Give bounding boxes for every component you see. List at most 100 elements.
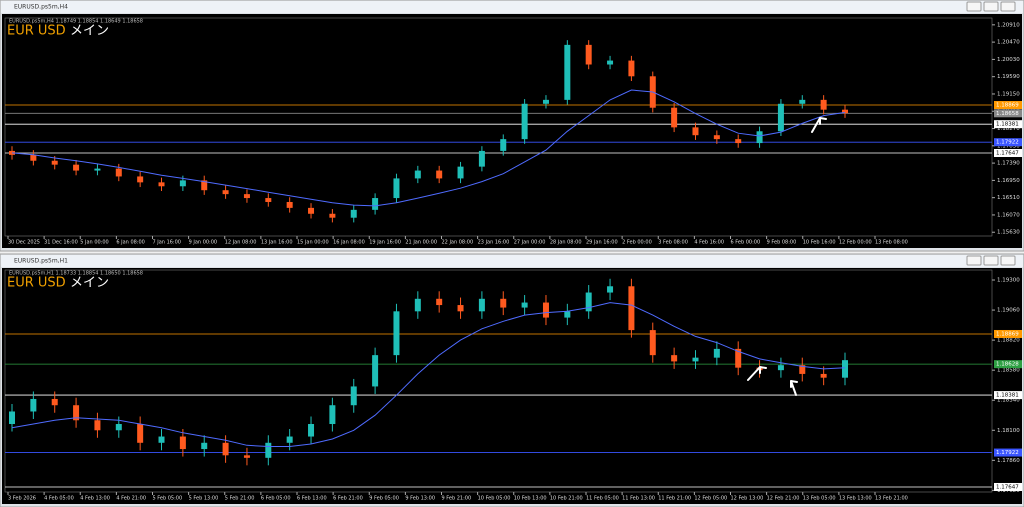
x-tick-label: 13 Feb 13:00	[839, 496, 872, 502]
title-bar	[1, 1, 1023, 13]
restore-button[interactable]	[983, 1, 999, 12]
x-tick-label: 2 Feb 00:00	[622, 240, 652, 246]
candle-body	[607, 60, 614, 65]
candle-body	[243, 455, 250, 458]
title-bar	[1, 255, 1023, 267]
candle-body	[286, 436, 293, 443]
candle-body	[671, 107, 678, 128]
x-tick-label: 10 Feb 21:00	[550, 496, 583, 502]
price-label: 1.18869	[996, 331, 1019, 337]
price-label-box	[994, 329, 1022, 338]
x-tick-label: 4 Feb 16:00	[694, 240, 724, 246]
x-tick-label: 31 Dec 16:00	[44, 240, 78, 246]
y-tick-label: 1.19150	[997, 91, 1020, 97]
candle-body	[94, 168, 101, 171]
x-tick-label: 11 Feb 13:00	[622, 496, 655, 502]
x-tick-label: 12 Feb 05:00	[694, 496, 727, 502]
annotation-arrow	[747, 366, 767, 381]
candle-body	[735, 139, 742, 144]
candle-body	[393, 311, 400, 356]
x-tick-label: 4 Feb 21:00	[116, 496, 146, 502]
x-tick-label: 6 Feb 00:00	[731, 240, 761, 246]
candle-body	[521, 302, 528, 308]
chart-label: メイン	[70, 24, 109, 39]
price-label-box	[994, 448, 1022, 457]
x-tick-label: 27 Jan 00:00	[514, 240, 546, 246]
candle-body	[265, 442, 272, 458]
y-tick-label: 1.18820	[997, 338, 1020, 344]
minimize-button[interactable]	[966, 1, 982, 12]
moving-average	[11, 89, 846, 207]
close-button[interactable]	[1000, 255, 1016, 266]
y-tick-label: 1.20910	[997, 22, 1020, 28]
candle-body	[692, 127, 699, 136]
candle-body	[243, 194, 250, 199]
candle-body	[393, 178, 400, 199]
x-tick-label: 9 Feb 13:00	[405, 496, 435, 502]
candle-body	[222, 442, 229, 456]
timeframe-label: H4	[966, 20, 988, 39]
candle-body	[350, 386, 357, 406]
price-label: 1.17922	[996, 450, 1019, 456]
y-tick-label: 1.20470	[997, 40, 1020, 46]
candle-body	[777, 103, 784, 132]
minimize-button[interactable]	[966, 255, 982, 266]
y-tick-label: 1.20030	[997, 57, 1020, 63]
candle-body	[158, 182, 165, 187]
candle-body	[414, 298, 421, 312]
candle-body	[478, 150, 485, 167]
candle-body	[350, 209, 357, 218]
y-tick-label: 1.15630	[997, 230, 1020, 236]
chart-label: メイン	[70, 276, 109, 291]
candle-body	[372, 355, 379, 387]
candle-body	[713, 348, 720, 358]
y-tick-label: 1.17830	[997, 143, 1020, 149]
x-tick-label: 22 Jan 08:00	[442, 240, 474, 246]
candle-body	[799, 365, 806, 374]
candle-body	[607, 286, 614, 293]
price-label-box	[994, 149, 1022, 158]
x-tick-label: 29 Jan 16:00	[586, 240, 618, 246]
candle-body	[478, 298, 485, 312]
candle-body	[73, 405, 80, 421]
price-label: 1.17647	[996, 484, 1019, 490]
x-tick-label: 9 Jan 00:00	[189, 240, 217, 246]
y-tick-label: 1.19300	[997, 278, 1020, 284]
candle-body	[585, 292, 592, 312]
restore-button[interactable]	[983, 255, 999, 266]
plot-border	[4, 17, 993, 237]
candle-body	[137, 424, 144, 443]
x-tick-label: 9 Feb 08:00	[767, 240, 797, 246]
x-tick-label: 9 Feb 21:00	[442, 496, 472, 502]
y-tick-label: 1.18580	[997, 368, 1020, 374]
candle-body	[308, 424, 315, 437]
price-label: 1.18869	[996, 103, 1019, 109]
annotation-arrow	[811, 117, 827, 133]
chart-area	[2, 14, 1022, 248]
price-label-box	[994, 138, 1022, 147]
candle-body	[457, 305, 464, 312]
candle-body	[542, 99, 549, 104]
candle-body	[799, 99, 806, 104]
price-label: 1.17647	[996, 151, 1019, 157]
candle-body	[692, 357, 699, 362]
x-tick-label: 6 Jan 08:00	[116, 240, 144, 246]
candle-body	[372, 198, 379, 210]
x-tick-label: 12 Feb 21:00	[767, 496, 800, 502]
y-tick-label: 1.18340	[997, 398, 1020, 404]
x-tick-label: 10 Feb 05:00	[478, 496, 511, 502]
timeframe-label: H1	[966, 272, 988, 291]
candle-body	[30, 154, 37, 161]
x-tick-label: 11 Feb 05:00	[586, 496, 619, 502]
candle-body	[628, 60, 635, 77]
candle-body	[713, 135, 720, 140]
price-label-box	[994, 101, 1022, 110]
y-tick-label: 1.19590	[997, 74, 1020, 80]
x-tick-label: 7 Jan 16:00	[153, 240, 181, 246]
y-tick-label: 1.18100	[997, 428, 1020, 434]
close-button[interactable]	[1000, 1, 1016, 12]
candle-body	[564, 44, 571, 100]
candle-body	[179, 436, 186, 450]
price-label-box	[994, 482, 1022, 491]
